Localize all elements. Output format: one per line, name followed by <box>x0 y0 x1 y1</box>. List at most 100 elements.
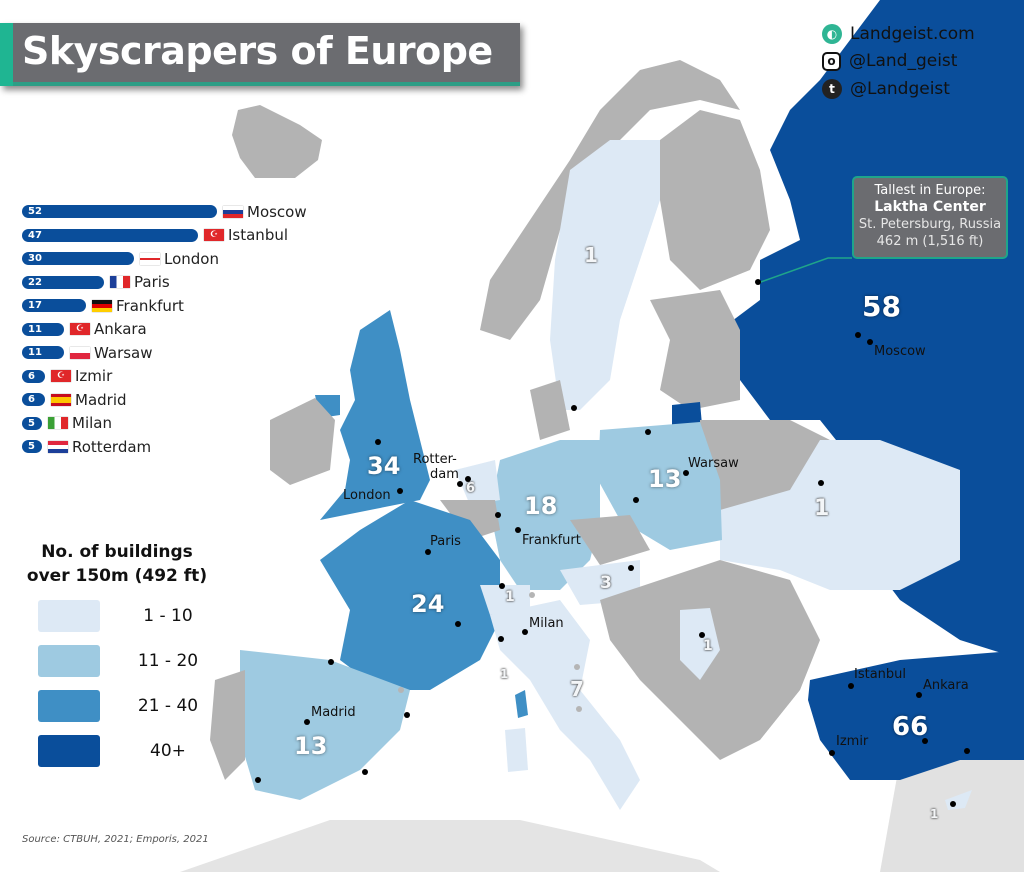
legend-swatch <box>38 735 100 767</box>
social-twitter[interactable]: t @Landgeist <box>822 77 1022 101</box>
bar-city-label: Istanbul <box>228 226 289 244</box>
label-frankfurt: Frankfurt <box>522 533 581 548</box>
country-ukraine <box>720 440 960 590</box>
city-dot <box>645 429 651 435</box>
label-ankara: Ankara <box>923 678 969 693</box>
bar-row-london: 30 London <box>22 250 219 268</box>
bar-row-milan: 5 Milan <box>22 414 112 432</box>
city-dot <box>465 476 471 482</box>
count-serbia: 1 <box>703 638 713 654</box>
label-london: London <box>343 488 391 503</box>
city-dot <box>818 480 824 486</box>
city-dot <box>499 583 505 589</box>
count-france: 24 <box>411 590 445 618</box>
bar-row-izmir: 6 ☪ Izmir <box>22 367 112 385</box>
bar-row-paris: 22 Paris <box>22 273 170 291</box>
country-sardinia <box>505 728 528 772</box>
count-monaco: 1 <box>500 667 509 681</box>
legend-label: 21 - 40 <box>137 696 199 716</box>
label-madrid: Madrid <box>311 705 356 720</box>
city-dot <box>755 279 761 285</box>
count-sweden: 1 <box>584 243 598 267</box>
callout-location: St. Petersburg, Russia <box>858 217 1002 232</box>
page-title: Skyscrapers of Europe <box>22 29 493 73</box>
bar-city-label: Warsaw <box>94 343 153 362</box>
instagram-icon: o <box>822 51 841 71</box>
bar: 47 <box>22 228 198 242</box>
flag-france-icon <box>110 276 130 288</box>
label-moscow: Moscow <box>874 344 926 359</box>
count-switzerland: 1 <box>505 589 515 605</box>
city-dot <box>328 659 334 665</box>
city-dot <box>362 769 368 775</box>
social-twitter-text: @Landgeist <box>850 79 950 99</box>
bar-row-warsaw: 11 Warsaw <box>22 343 153 362</box>
bar: 5 <box>22 440 42 453</box>
city-dot <box>699 632 705 638</box>
bar-city-label: Ankara <box>94 320 147 338</box>
bar-city-label: Madrid <box>75 390 127 409</box>
country-sweden <box>550 140 660 410</box>
legend-item-1-10: 1 - 10 <box>38 600 218 632</box>
city-dot <box>829 750 835 756</box>
city-dot <box>916 692 922 698</box>
count-spain: 13 <box>294 732 328 760</box>
country-germany <box>490 440 600 590</box>
legend-title: No. of buildings over 150m (492 ft) <box>22 540 212 588</box>
city-dot <box>964 748 970 754</box>
globe-icon: ◐ <box>822 24 842 44</box>
label-izmir: Izmir <box>836 734 869 749</box>
legend-swatch <box>38 600 100 632</box>
city-dot <box>683 470 689 476</box>
city-dot <box>455 621 461 627</box>
country-finland <box>660 110 770 290</box>
legend-label: 1 - 10 <box>143 606 193 626</box>
count-belarus: 1 <box>814 496 830 521</box>
country-italy <box>490 600 640 810</box>
social-instagram[interactable]: o @Land_geist <box>822 49 1022 73</box>
country-baltics <box>650 290 740 410</box>
country-switzerland <box>480 585 530 615</box>
count-austria: 3 <box>600 573 612 593</box>
bar: 17 <box>22 299 86 312</box>
city-dot <box>425 549 431 555</box>
social-website[interactable]: ◐ Landgeist.com <box>822 22 1022 46</box>
bar: 11 <box>22 346 64 359</box>
count-uk: 34 <box>367 452 401 480</box>
title-accent <box>0 23 13 86</box>
legend-swatch <box>38 690 100 722</box>
legend-label: 40+ <box>150 741 186 761</box>
bar-city-label: Milan <box>72 414 112 432</box>
twitter-icon: t <box>822 79 842 99</box>
count-turkey: 66 <box>892 712 929 742</box>
count-netherlands: 6 <box>466 481 476 496</box>
bar: 30 <box>22 252 134 265</box>
social-website-text: Landgeist.com <box>850 24 975 44</box>
flag-poland-icon <box>70 346 90 359</box>
flag-turkey-icon: ☪ <box>51 370 71 382</box>
bar: 6 <box>22 393 45 406</box>
legend-title-line2: over 150m (492 ft) <box>26 566 208 586</box>
bar-row-rotterdam: 5 Rotterdam <box>22 437 152 456</box>
flag-uk-icon <box>140 252 160 265</box>
country-turkey <box>808 650 1024 780</box>
bar-row-ankara: 11 ☪ Ankara <box>22 320 147 338</box>
city-dot <box>922 738 928 744</box>
city-dot <box>255 777 261 783</box>
country-kaliningrad <box>672 402 702 425</box>
title-underline <box>13 82 520 86</box>
bar-row-moscow: 52 Moscow <box>22 203 307 221</box>
callout-heading: Tallest in Europe: <box>874 183 986 198</box>
city-dot <box>397 488 403 494</box>
count-italy: 7 <box>570 677 584 701</box>
bar-city-label: Frankfurt <box>116 296 184 315</box>
city-dot <box>515 527 521 533</box>
flag-russia-icon <box>223 205 243 218</box>
bar-city-label: Rotterdam <box>72 437 152 456</box>
label-milan: Milan <box>529 616 564 631</box>
social-instagram-text: @Land_geist <box>849 51 958 71</box>
flag-turkey-icon: ☪ <box>204 229 224 241</box>
flag-germany-icon <box>92 299 112 312</box>
legend-label: 11 - 20 <box>137 651 199 671</box>
city-dot <box>457 481 463 487</box>
